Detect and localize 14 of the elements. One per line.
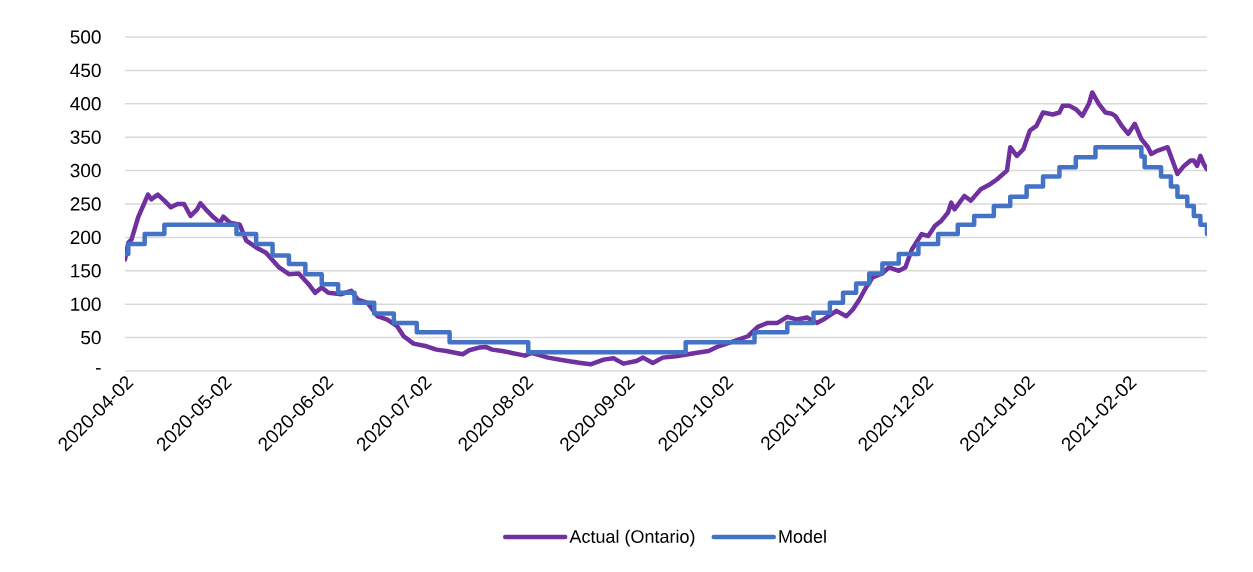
y-tick-label: -	[96, 368, 101, 370]
y-tick-label: 400	[70, 97, 101, 111]
line-series	[125, 90, 1207, 367]
y-tick-label: 200	[70, 230, 101, 245]
y-tick-label: 500	[70, 30, 101, 44]
y-tick-label: 250	[70, 197, 101, 211]
y-tick-label: 150	[71, 264, 101, 278]
y-tick-label: 300	[70, 163, 101, 178]
y-tick-label: 100	[71, 297, 101, 311]
legend-label: Model	[779, 529, 826, 543]
y-tick-label: 450	[70, 63, 101, 78]
legend-label: Actual (Ontario)	[569, 529, 695, 547]
y-tick-label: 50	[81, 330, 101, 345]
y-tick-label: 350	[70, 130, 101, 144]
